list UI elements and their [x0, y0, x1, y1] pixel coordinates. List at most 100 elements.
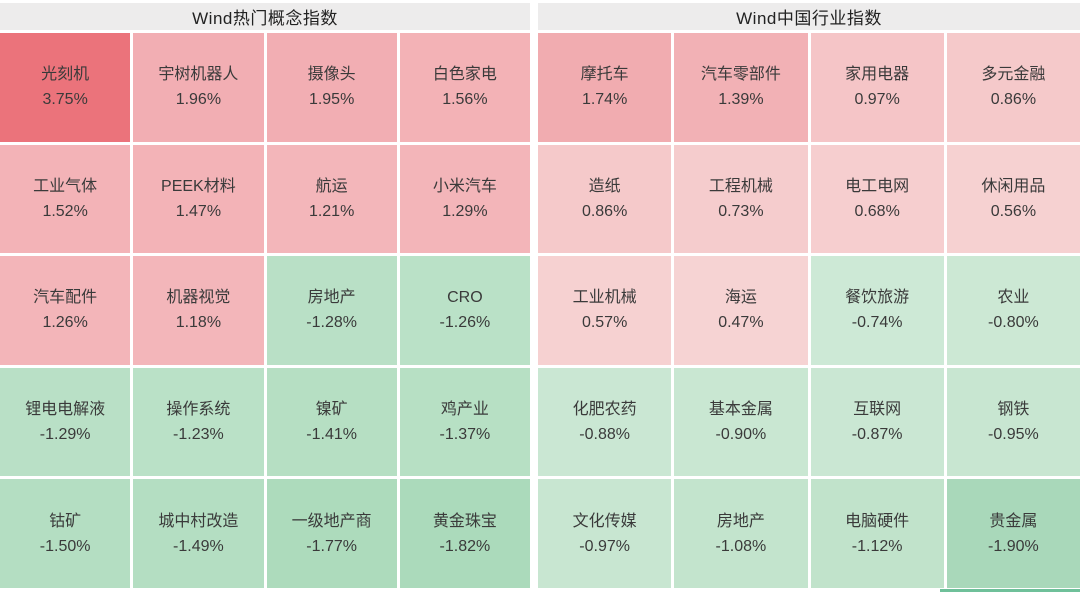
- cell-index-name: 互联网: [853, 401, 902, 419]
- cell-index-name: 锂电电解液: [25, 401, 106, 419]
- cell-change-pct: -1.90%: [988, 537, 1039, 555]
- heatmap-cell: 农业 -0.80%: [946, 256, 1080, 365]
- heatmap-cell: 化肥农药 -0.88%: [538, 367, 672, 477]
- cell-index-name: 餐饮旅游: [845, 289, 910, 307]
- cell-change-pct: -0.87%: [851, 426, 903, 444]
- heatmap-cell: 文化传媒 -0.97%: [538, 479, 672, 588]
- panel-title-industry: Wind中国行业指数: [538, 3, 1080, 30]
- heatmap-cell: 互联网 -0.87%: [810, 367, 944, 477]
- heatmap-cell: 光刻机 3.75%: [0, 33, 131, 142]
- cell-change-pct: -0.95%: [988, 426, 1039, 444]
- cell-change-pct: 3.75%: [42, 91, 88, 109]
- cell-index-name: 工业气体: [33, 177, 98, 195]
- heatmap-cell: 餐饮旅游 -0.74%: [810, 256, 944, 365]
- cell-change-pct: 1.74%: [581, 91, 628, 109]
- heatmap-cell: 锂电电解液 -1.29%: [0, 367, 131, 477]
- heatmap-cell: 电脑硬件 -1.12%: [810, 479, 944, 588]
- bottom-cropped-strip: [940, 589, 1080, 592]
- cell-change-pct: 1.95%: [308, 91, 355, 109]
- cell-index-name: 电脑硬件: [845, 512, 910, 530]
- cell-index-name: 工程机械: [708, 177, 773, 195]
- heatmap-cell: 汽车零部件 1.39%: [674, 33, 808, 142]
- cell-change-pct: 1.39%: [718, 91, 764, 109]
- heatmap-cell: 工业气体 1.52%: [0, 144, 131, 254]
- heatmap-cell: 贵金属 -1.90%: [946, 479, 1080, 588]
- cell-change-pct: -1.29%: [39, 426, 91, 444]
- cell-index-name: PEEK材料: [161, 177, 236, 195]
- cell-change-pct: -0.74%: [851, 314, 903, 332]
- cell-change-pct: 0.56%: [990, 202, 1037, 220]
- cell-change-pct: 0.57%: [581, 314, 628, 332]
- heatmap-cell: 钢铁 -0.95%: [946, 367, 1080, 477]
- panel-title-concept: Wind热门概念指数: [0, 3, 530, 30]
- cell-index-name: 操作系统: [166, 401, 231, 419]
- cell-index-name: CRO: [447, 289, 483, 307]
- heatmap-cell: 工业机械 0.57%: [538, 256, 672, 365]
- cell-change-pct: 1.56%: [442, 91, 488, 109]
- cell-change-pct: 1.18%: [175, 314, 222, 332]
- heatmap-cell: 房地产 -1.28%: [266, 256, 397, 365]
- cell-change-pct: -1.77%: [306, 537, 357, 555]
- panel-industry-indices: Wind中国行业指数 摩托车 1.74% 汽车零部件 1.39% 家用电器 0.…: [538, 3, 1080, 588]
- cell-change-pct: -1.50%: [39, 537, 91, 555]
- heatmap-cell: 多元金融 0.86%: [946, 33, 1080, 142]
- cell-change-pct: 1.29%: [442, 202, 488, 220]
- cell-change-pct: 1.26%: [42, 314, 88, 332]
- heatmap-cell: 城中村改造 -1.49%: [133, 479, 264, 588]
- cell-index-name: 白色家电: [432, 66, 497, 84]
- cell-change-pct: 0.86%: [581, 202, 628, 220]
- cell-index-name: 电工电网: [845, 177, 910, 195]
- cell-index-name: 工业机械: [572, 289, 637, 307]
- heatmap-cell: 工程机械 0.73%: [674, 144, 808, 254]
- cell-index-name: 摄像头: [307, 66, 356, 84]
- cell-index-name: 一级地产商: [291, 512, 372, 530]
- heatmap-cell: 黄金珠宝 -1.82%: [399, 479, 530, 588]
- heatmap-cell: 摩托车 1.74%: [538, 33, 672, 142]
- cell-index-name: 化肥农药: [572, 401, 637, 419]
- heatmap-cell: CRO -1.26%: [399, 256, 530, 365]
- cell-index-name: 基本金属: [708, 401, 773, 419]
- cell-index-name: 文化传媒: [572, 512, 637, 530]
- cell-index-name: 钢铁: [997, 401, 1030, 419]
- cell-index-name: 海运: [724, 289, 757, 307]
- cell-index-name: 造纸: [588, 177, 621, 195]
- cell-change-pct: -1.37%: [439, 426, 491, 444]
- cell-index-name: 鸡产业: [440, 401, 489, 419]
- heatmap-cell: 小米汽车 1.29%: [399, 144, 530, 254]
- cell-index-name: 房地产: [307, 289, 356, 307]
- cell-change-pct: 0.86%: [990, 91, 1037, 109]
- cell-change-pct: 1.96%: [175, 91, 222, 109]
- cell-index-name: 航运: [315, 177, 348, 195]
- cell-change-pct: 1.52%: [42, 202, 88, 220]
- cell-change-pct: 1.21%: [308, 202, 355, 220]
- cell-change-pct: -0.80%: [988, 314, 1039, 332]
- cell-change-pct: 0.47%: [718, 314, 764, 332]
- heatmap-cell: 航运 1.21%: [266, 144, 397, 254]
- cell-change-pct: -1.12%: [851, 537, 903, 555]
- heatmap-cell: PEEK材料 1.47%: [133, 144, 264, 254]
- cell-change-pct: -1.08%: [715, 537, 767, 555]
- cell-index-name: 黄金珠宝: [432, 512, 497, 530]
- cell-index-name: 小米汽车: [432, 177, 497, 195]
- cell-index-name: 汽车配件: [33, 289, 98, 307]
- cell-index-name: 家用电器: [845, 66, 910, 84]
- cell-index-name: 镍矿: [315, 401, 348, 419]
- heatmap-cell: 镍矿 -1.41%: [266, 367, 397, 477]
- cell-change-pct: 0.68%: [854, 202, 900, 220]
- heatmap-cell: 白色家电 1.56%: [399, 33, 530, 142]
- heatmap-cell: 汽车配件 1.26%: [0, 256, 131, 365]
- cell-change-pct: -1.41%: [306, 426, 357, 444]
- heatmap-cell: 宇树机器人 1.96%: [133, 33, 264, 142]
- cell-index-name: 城中村改造: [158, 512, 239, 530]
- heatmap-cell: 电工电网 0.68%: [810, 144, 944, 254]
- cell-change-pct: -1.82%: [439, 537, 491, 555]
- cell-change-pct: -1.28%: [306, 314, 357, 332]
- heatmap-cell: 家用电器 0.97%: [810, 33, 944, 142]
- heatmap-cell: 操作系统 -1.23%: [133, 367, 264, 477]
- heatmap-cell: 鸡产业 -1.37%: [399, 367, 530, 477]
- cell-index-name: 贵金属: [989, 512, 1038, 530]
- heatmap-cell: 机器视觉 1.18%: [133, 256, 264, 365]
- cell-change-pct: 0.97%: [854, 91, 900, 109]
- cell-change-pct: -0.90%: [715, 426, 767, 444]
- heatmap-cell: 休闲用品 0.56%: [946, 144, 1080, 254]
